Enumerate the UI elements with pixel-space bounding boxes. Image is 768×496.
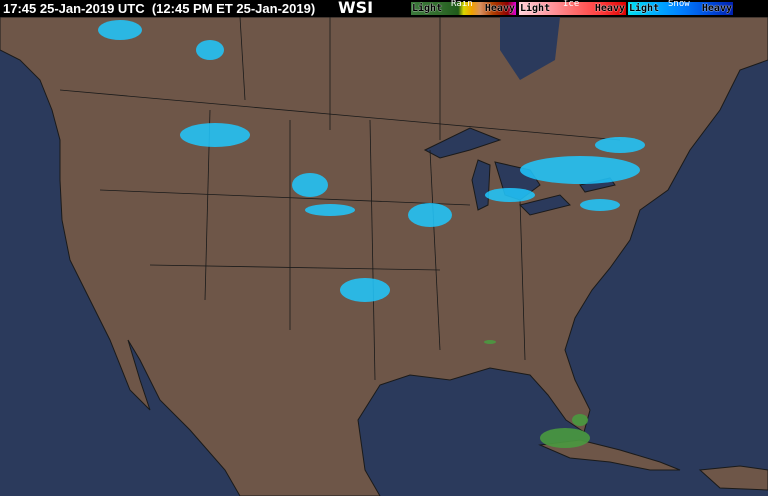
legend-ice-heavy: Heavy [594,3,625,14]
radar-rain-echoes [484,340,590,448]
hudson-bay [500,17,560,80]
legend-rain-light: Light [412,3,443,14]
legend-rain-label: Rain [451,0,473,9]
legend-rain: Light Rain Heavy [411,0,516,15]
legend-snow: Light Snow Heavy [628,0,733,15]
legend-ice: Light Ice Heavy [519,0,626,15]
hispaniola [698,465,768,491]
header-bar: 17:45 25-Jan-2019 UTC (12:45 PM ET 25-Ja… [0,0,768,17]
wsi-logo: WSI [338,0,374,17]
legend-snow-label: Snow [668,0,690,9]
map-canvas [0,17,768,496]
cuba [538,439,681,471]
legend-rain-heavy: Heavy [484,3,515,14]
radar-snow-echoes [98,20,645,302]
timestamp: 17:45 25-Jan-2019 UTC (12:45 PM ET 25-Ja… [3,1,316,16]
legend-snow-light: Light [629,3,660,14]
legend-ice-label: Ice [563,0,580,9]
great-lakes [423,127,616,216]
legend-ice-light: Light [520,3,551,14]
legend-snow-heavy: Heavy [701,3,732,14]
